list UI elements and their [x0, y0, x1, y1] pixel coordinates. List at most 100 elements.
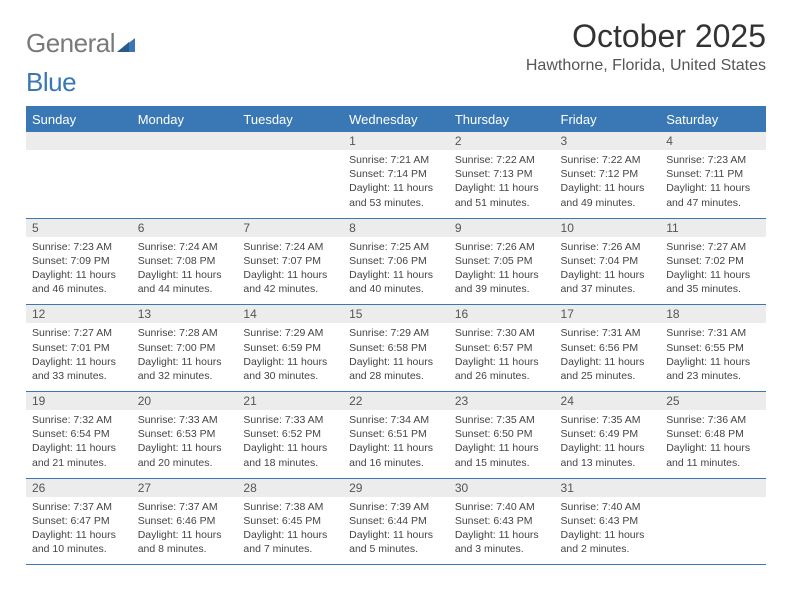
day-detail-line: Daylight: 11 hours — [455, 441, 549, 455]
day-detail-cell: Sunrise: 7:23 AMSunset: 7:11 PMDaylight:… — [660, 150, 766, 218]
day-detail-line: Sunrise: 7:40 AM — [455, 500, 549, 514]
calendar-table: SundayMondayTuesdayWednesdayThursdayFrid… — [26, 106, 766, 567]
day-detail-line: Daylight: 11 hours — [349, 441, 443, 455]
day-detail-line: Sunset: 7:00 PM — [138, 341, 232, 355]
day-detail-line: Daylight: 11 hours — [561, 268, 655, 282]
bottom-border-row — [26, 565, 766, 567]
day-detail-line: Daylight: 11 hours — [138, 441, 232, 455]
day-number-cell: 9 — [449, 218, 555, 237]
day-number-cell: 8 — [343, 218, 449, 237]
day-detail-line: Daylight: 11 hours — [455, 181, 549, 195]
day-detail-line: Daylight: 11 hours — [243, 355, 337, 369]
day-number-cell: 28 — [237, 478, 343, 497]
day-detail-line: Sunrise: 7:31 AM — [561, 326, 655, 340]
day-number-row: 19202122232425 — [26, 392, 766, 411]
day-detail-cell: Sunrise: 7:28 AMSunset: 7:00 PMDaylight:… — [132, 323, 238, 391]
day-detail-line: Sunset: 6:59 PM — [243, 341, 337, 355]
day-detail-line: Sunset: 6:43 PM — [561, 514, 655, 528]
weekday-header: Monday — [132, 107, 238, 132]
day-number-cell: 17 — [555, 305, 661, 324]
day-detail-line: Daylight: 11 hours — [349, 181, 443, 195]
day-detail-line: and 10 minutes. — [32, 542, 126, 556]
day-detail-line: Sunset: 6:48 PM — [666, 427, 760, 441]
day-detail-line: and 2 minutes. — [561, 542, 655, 556]
weekday-header: Saturday — [660, 107, 766, 132]
day-detail-row: Sunrise: 7:23 AMSunset: 7:09 PMDaylight:… — [26, 237, 766, 305]
day-detail-line: Daylight: 11 hours — [243, 528, 337, 542]
day-detail-cell: Sunrise: 7:40 AMSunset: 6:43 PMDaylight:… — [555, 497, 661, 565]
day-detail-line: Sunset: 6:47 PM — [32, 514, 126, 528]
day-number-cell: 12 — [26, 305, 132, 324]
day-detail-line: Daylight: 11 hours — [349, 268, 443, 282]
day-detail-cell — [237, 150, 343, 218]
day-number-cell: 24 — [555, 392, 661, 411]
day-detail-line: and 49 minutes. — [561, 196, 655, 210]
day-detail-cell — [660, 497, 766, 565]
day-detail-line: Sunrise: 7:36 AM — [666, 413, 760, 427]
day-detail-cell: Sunrise: 7:23 AMSunset: 7:09 PMDaylight:… — [26, 237, 132, 305]
day-detail-row: Sunrise: 7:32 AMSunset: 6:54 PMDaylight:… — [26, 410, 766, 478]
day-detail-cell: Sunrise: 7:25 AMSunset: 7:06 PMDaylight:… — [343, 237, 449, 305]
day-detail-line: Daylight: 11 hours — [666, 441, 760, 455]
day-detail-line: Sunrise: 7:30 AM — [455, 326, 549, 340]
day-number-cell: 23 — [449, 392, 555, 411]
title-block: October 2025 Hawthorne, Florida, United … — [526, 18, 766, 75]
day-detail-line: and 18 minutes. — [243, 456, 337, 470]
day-detail-line: and 3 minutes. — [455, 542, 549, 556]
day-number-row: 262728293031 — [26, 478, 766, 497]
day-number-cell: 27 — [132, 478, 238, 497]
day-detail-line: Sunrise: 7:27 AM — [666, 240, 760, 254]
day-detail-line: Sunrise: 7:26 AM — [455, 240, 549, 254]
day-detail-line: and 23 minutes. — [666, 369, 760, 383]
location-text: Hawthorne, Florida, United States — [526, 57, 766, 75]
day-detail-line: and 37 minutes. — [561, 282, 655, 296]
page-title: October 2025 — [526, 18, 766, 55]
day-detail-line: Daylight: 11 hours — [32, 441, 126, 455]
sail-icon — [117, 36, 139, 57]
day-detail-cell: Sunrise: 7:29 AMSunset: 6:59 PMDaylight:… — [237, 323, 343, 391]
day-detail-line: Sunset: 7:12 PM — [561, 167, 655, 181]
day-detail-cell: Sunrise: 7:37 AMSunset: 6:47 PMDaylight:… — [26, 497, 132, 565]
logo-text-blue: Blue — [26, 67, 76, 97]
day-detail-cell: Sunrise: 7:24 AMSunset: 7:07 PMDaylight:… — [237, 237, 343, 305]
day-detail-line: and 35 minutes. — [666, 282, 760, 296]
day-detail-line: Daylight: 11 hours — [666, 355, 760, 369]
day-detail-line: Sunset: 6:56 PM — [561, 341, 655, 355]
day-detail-line: and 26 minutes. — [455, 369, 549, 383]
day-detail-line: Sunset: 7:06 PM — [349, 254, 443, 268]
weekday-header: Friday — [555, 107, 661, 132]
day-detail-line: Daylight: 11 hours — [243, 268, 337, 282]
day-detail-line: Sunset: 6:45 PM — [243, 514, 337, 528]
day-detail-line: Sunrise: 7:24 AM — [138, 240, 232, 254]
day-detail-line: Sunrise: 7:35 AM — [455, 413, 549, 427]
day-number-cell: 5 — [26, 218, 132, 237]
day-detail-line: and 21 minutes. — [32, 456, 126, 470]
day-detail-line: and 5 minutes. — [349, 542, 443, 556]
day-detail-line: Sunrise: 7:38 AM — [243, 500, 337, 514]
day-detail-cell: Sunrise: 7:30 AMSunset: 6:57 PMDaylight:… — [449, 323, 555, 391]
day-detail-line: Sunrise: 7:32 AM — [32, 413, 126, 427]
day-detail-cell: Sunrise: 7:37 AMSunset: 6:46 PMDaylight:… — [132, 497, 238, 565]
day-detail-line: Sunrise: 7:24 AM — [243, 240, 337, 254]
day-detail-cell: Sunrise: 7:38 AMSunset: 6:45 PMDaylight:… — [237, 497, 343, 565]
day-detail-line: Daylight: 11 hours — [349, 528, 443, 542]
day-number-cell: 1 — [343, 132, 449, 151]
day-detail-line: Daylight: 11 hours — [561, 528, 655, 542]
day-detail-line: Sunrise: 7:22 AM — [561, 153, 655, 167]
day-number-row: 1234 — [26, 132, 766, 151]
day-number-cell: 30 — [449, 478, 555, 497]
day-detail-line: Sunset: 6:55 PM — [666, 341, 760, 355]
day-detail-cell — [132, 150, 238, 218]
day-detail-line: Sunset: 6:49 PM — [561, 427, 655, 441]
day-detail-cell: Sunrise: 7:27 AMSunset: 7:02 PMDaylight:… — [660, 237, 766, 305]
day-detail-line: Daylight: 11 hours — [243, 441, 337, 455]
day-detail-cell: Sunrise: 7:36 AMSunset: 6:48 PMDaylight:… — [660, 410, 766, 478]
day-detail-line: Daylight: 11 hours — [666, 268, 760, 282]
day-detail-cell: Sunrise: 7:33 AMSunset: 6:52 PMDaylight:… — [237, 410, 343, 478]
day-number-cell: 4 — [660, 132, 766, 151]
day-detail-line: Daylight: 11 hours — [138, 268, 232, 282]
day-detail-cell: Sunrise: 7:31 AMSunset: 6:55 PMDaylight:… — [660, 323, 766, 391]
day-detail-line: Sunrise: 7:33 AM — [243, 413, 337, 427]
day-detail-line: and 32 minutes. — [138, 369, 232, 383]
day-detail-line: Sunrise: 7:29 AM — [349, 326, 443, 340]
